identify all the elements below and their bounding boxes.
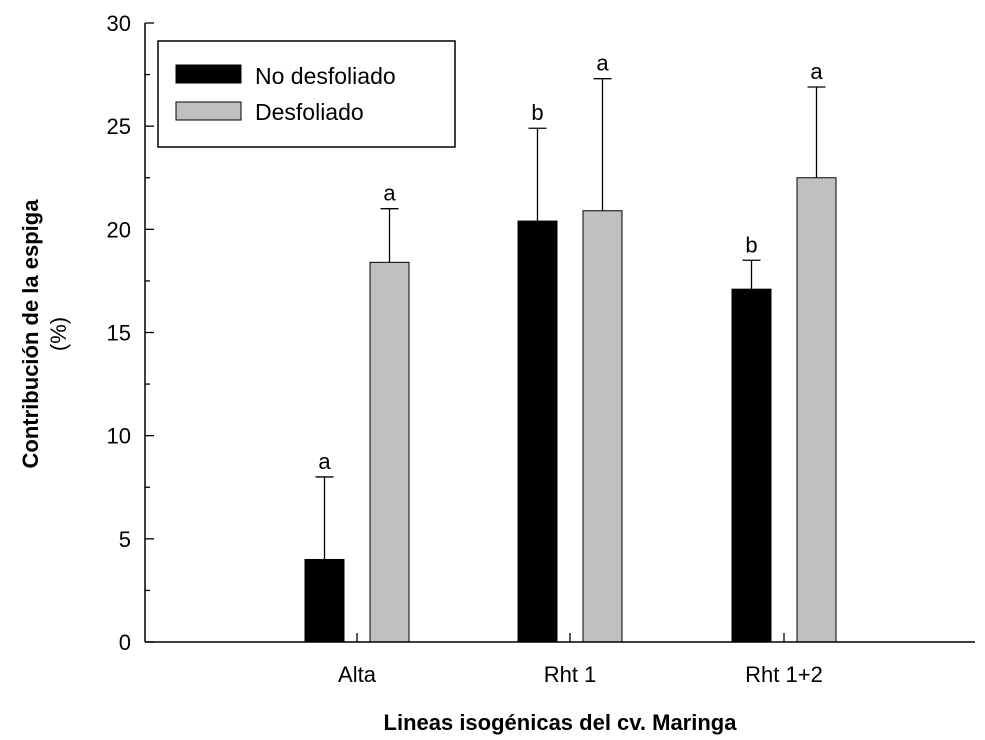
bar-desfoliado-0 [369, 261, 410, 643]
x-tick-label-2: Rht 1+2 [745, 662, 823, 687]
legend: No desfoliado Desfoliado [157, 40, 456, 148]
y-tick-label: 15 [107, 321, 131, 346]
bar-desfoliado-2 [796, 177, 837, 643]
x-axis-title: Lineas isogénicas del cv. Maringa [384, 710, 738, 735]
significance-letters: a a b a b a [318, 51, 823, 474]
errorbars-layer [315, 78, 826, 560]
significance-letter-0-2: b [745, 232, 757, 257]
y-axis-unit: (%) [46, 317, 71, 351]
y-tick-label: 30 [107, 11, 131, 36]
y-tick-label: 20 [107, 217, 131, 242]
y-tick-label: 0 [119, 630, 131, 655]
x-tick-label-1: Rht 1 [544, 662, 597, 687]
axes: 0 5 10 15 20 25 30 Alta Rht 1 Rht 1+2 [107, 11, 975, 687]
y-axis-title: Contribución de la espiga [18, 199, 43, 469]
y-tick-label: 10 [107, 424, 131, 449]
significance-letter-1-2: a [810, 59, 823, 84]
significance-letter-0-0: a [318, 449, 331, 474]
significance-letter-0-1: b [531, 100, 543, 125]
bar-no-desfoliado-2 [731, 288, 772, 643]
significance-letter-1-0: a [383, 181, 396, 206]
bar-no-desfoliado-0 [304, 558, 345, 643]
legend-label-desfoliado: Desfoliado [255, 99, 364, 125]
legend-swatch-no-desfoliado [175, 64, 242, 84]
y-tick-label: 25 [107, 114, 131, 139]
bar-desfoliado-1 [582, 210, 623, 643]
legend-swatch-desfoliado [175, 101, 242, 121]
bar-no-desfoliado-1 [517, 220, 558, 643]
significance-letter-1-1: a [596, 51, 609, 76]
bars-layer [304, 177, 837, 643]
y-tick-label: 5 [119, 527, 131, 552]
legend-box [157, 40, 456, 148]
x-tick-label-0: Alta [338, 662, 377, 687]
legend-label-no-desfoliado: No desfoliado [255, 63, 396, 89]
